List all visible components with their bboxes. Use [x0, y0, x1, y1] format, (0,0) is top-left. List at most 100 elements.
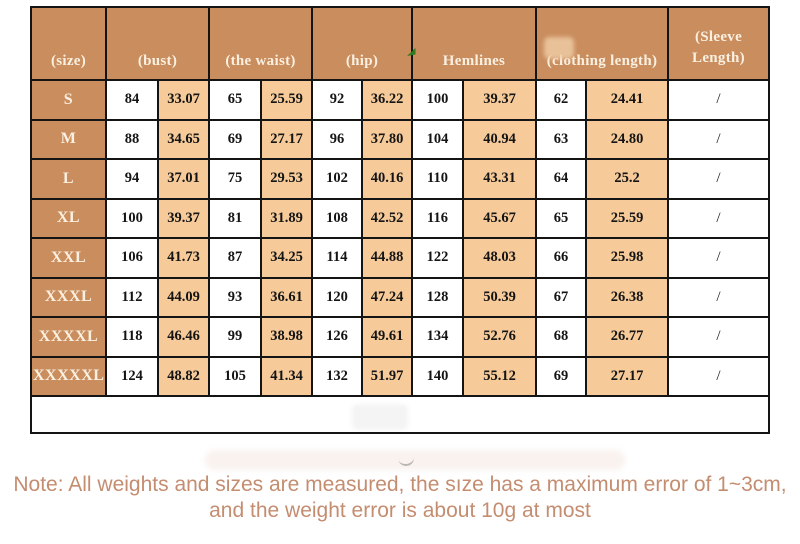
measurement-cm-cell: 105	[208, 355, 262, 397]
measurement-inch-cell: 52.76	[462, 316, 537, 358]
measurement-cm-cell: 112	[105, 276, 159, 318]
measurement-cm-cell: 65	[208, 79, 262, 121]
measurement-cm-cell: 67	[535, 276, 587, 318]
measurement-cm-cell: 96	[311, 118, 363, 160]
table-row: XXL 106 41.73 87 34.25 114 44.88 122 48.03 66 25.9…	[30, 237, 770, 279]
measurement-inch-cell: 48.82	[157, 355, 210, 397]
measurement-inch-cell: 55.12	[462, 355, 537, 397]
table-row: XXXXXL 124 48.82 105 41.34 132 51.97 140 55.12 69…	[30, 355, 770, 397]
measurement-cm-cell: 88	[105, 118, 159, 160]
empty-cell	[30, 395, 770, 434]
measurement-cm-cell: 120	[311, 276, 363, 318]
measurement-cm-cell: 114	[311, 237, 363, 279]
measurement-cm-cell: 126	[311, 316, 363, 358]
measurement-cm-cell: 99	[208, 316, 262, 358]
measurement-inch-cell: 49.61	[361, 316, 413, 358]
measurement-cm-cell: 104	[411, 118, 464, 160]
measurement-inch-cell: 26.38	[585, 276, 669, 318]
measurement-inch-cell: 25.59	[260, 79, 313, 121]
measurement-cm-cell: 108	[311, 197, 363, 239]
measurement-cm-cell: 134	[411, 316, 464, 358]
size-label-cell: L	[30, 158, 107, 200]
measurement-cm-cell: 69	[535, 355, 587, 397]
measurement-cm-cell: 110	[411, 158, 464, 200]
measurement-cm-cell: 128	[411, 276, 464, 318]
measurement-cm-cell: 75	[208, 158, 262, 200]
measurement-cm-cell: 102	[311, 158, 363, 200]
measurement-cm-cell: 132	[311, 355, 363, 397]
sleeve-length-cell: /	[667, 276, 770, 318]
header-hip: (hip)	[311, 6, 413, 81]
measurement-inch-cell: 26.77	[585, 316, 669, 358]
note-line-2: and the weight error is about 10g at mos…	[209, 499, 591, 522]
size-label-cell: XXXXL	[30, 316, 107, 358]
size-label-cell: S	[30, 79, 107, 121]
watermark-ghost	[205, 450, 625, 470]
measurement-cm-cell: 84	[105, 79, 159, 121]
measurement-inch-cell: 36.61	[260, 276, 313, 318]
measurement-inch-cell: 47.24	[361, 276, 413, 318]
empty-row	[30, 395, 770, 434]
size-chart-table: (size) (bust) (the waist) (hip) Hemlines…	[30, 6, 770, 434]
measurement-inch-cell: 41.34	[260, 355, 313, 397]
measurement-inch-cell: 38.98	[260, 316, 313, 358]
measurement-cm-cell: 116	[411, 197, 464, 239]
sleeve-length-cell: /	[667, 118, 770, 160]
measurement-cm-cell: 100	[105, 197, 159, 239]
measurement-cm-cell: 122	[411, 237, 464, 279]
header-sleeve-length: (Sleeve Length)	[667, 6, 770, 81]
sleeve-length-cell: /	[667, 316, 770, 358]
measurement-inch-cell: 43.31	[462, 158, 537, 200]
measurement-inch-cell: 51.97	[361, 355, 413, 397]
table-row: XL 100 39.37 81 31.89 108 42.52 116 45.67 65 25.59…	[30, 197, 770, 239]
measurement-inch-cell: 42.52	[361, 197, 413, 239]
measurement-cm-cell: 62	[535, 79, 587, 121]
measurement-inch-cell: 37.01	[157, 158, 210, 200]
header-bust: (bust)	[105, 6, 210, 81]
table-row: XXXXL 118 46.46 99 38.98 126 49.61 134 52.76 68 26…	[30, 316, 770, 358]
measurement-inch-cell: 25.98	[585, 237, 669, 279]
measurement-inch-cell: 29.53	[260, 158, 313, 200]
measurement-inch-cell: 34.25	[260, 237, 313, 279]
measurement-cm-cell: 92	[311, 79, 363, 121]
ink-curl-mark	[396, 448, 416, 468]
sleeve-length-cell: /	[667, 355, 770, 397]
measurement-inch-cell: 27.17	[260, 118, 313, 160]
measurement-inch-cell: 45.67	[462, 197, 537, 239]
measurement-cm-cell: 140	[411, 355, 464, 397]
green-cursor-arrow-icon	[407, 48, 416, 56]
size-chart-table-wrap: (size) (bust) (the waist) (hip) Hemlines…	[30, 6, 770, 434]
measurement-inch-cell: 36.22	[361, 79, 413, 121]
measurement-cm-cell: 65	[535, 197, 587, 239]
table-row: S 84 33.07 65 25.59 92 36.22 100 39.37 62 24.41/	[30, 79, 770, 121]
note-text: Note: All weights and sizes are measured…	[0, 472, 800, 524]
measurement-inch-cell: 40.16	[361, 158, 413, 200]
measurement-inch-cell: 34.65	[157, 118, 210, 160]
table-row: L 94 37.01 75 29.53 102 40.16 110 43.31 64 25.2/	[30, 158, 770, 200]
measurement-inch-cell: 48.03	[462, 237, 537, 279]
measurement-inch-cell: 41.73	[157, 237, 210, 279]
measurement-cm-cell: 106	[105, 237, 159, 279]
header-sleeve-line2: Length)	[692, 50, 745, 67]
measurement-inch-cell: 24.80	[585, 118, 669, 160]
header-waist: (the waist)	[208, 6, 313, 81]
measurement-cm-cell: 68	[535, 316, 587, 358]
note-line-1: Note: All weights and sizes are measured…	[13, 473, 787, 496]
sleeve-length-cell: /	[667, 237, 770, 279]
table-row: M 88 34.65 69 27.17 96 37.80 104 40.94 63 24.80/	[30, 118, 770, 160]
table-header-row: (size) (bust) (the waist) (hip) Hemlines…	[30, 6, 770, 81]
header-sleeve-line1: (Sleeve	[694, 28, 743, 45]
measurement-cm-cell: 64	[535, 158, 587, 200]
measurement-inch-cell: 25.59	[585, 197, 669, 239]
measurement-cm-cell: 118	[105, 316, 159, 358]
measurement-inch-cell: 44.09	[157, 276, 210, 318]
size-label-cell: XXXL	[30, 276, 107, 318]
header-clothing-length: (clothing length)	[535, 6, 669, 81]
measurement-inch-cell: 37.80	[361, 118, 413, 160]
size-label-cell: XXXXXL	[30, 355, 107, 397]
measurement-inch-cell: 39.37	[462, 79, 537, 121]
measurement-cm-cell: 63	[535, 118, 587, 160]
size-label-cell: M	[30, 118, 107, 160]
size-label-cell: XXL	[30, 237, 107, 279]
